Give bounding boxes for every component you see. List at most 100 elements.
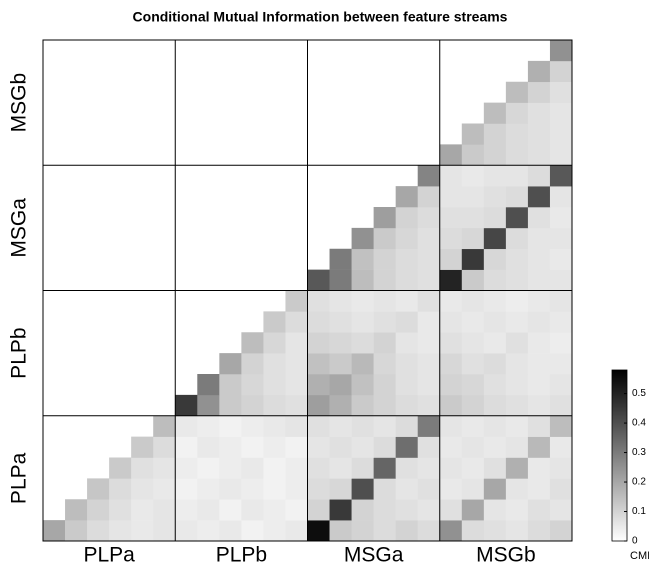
cell	[241, 353, 264, 375]
cell	[373, 436, 396, 458]
cell	[549, 165, 573, 187]
cell	[395, 248, 419, 270]
cell	[461, 207, 485, 229]
cell	[527, 457, 551, 479]
cell	[395, 478, 419, 500]
cell	[527, 144, 551, 166]
cell	[549, 123, 573, 145]
cell	[417, 394, 441, 417]
cell	[109, 478, 132, 500]
cell	[373, 374, 396, 396]
cell	[329, 353, 352, 375]
cell	[527, 227, 551, 250]
cell	[505, 207, 529, 229]
cell	[439, 311, 463, 333]
cell	[461, 311, 485, 333]
cell	[417, 332, 441, 354]
cell	[395, 186, 419, 208]
cell	[461, 374, 485, 396]
cell	[395, 520, 419, 542]
y-block-label: MSGb	[8, 73, 31, 133]
cell	[307, 457, 330, 479]
cell	[417, 290, 441, 312]
cell	[285, 499, 308, 521]
cell	[109, 520, 132, 542]
chart-title: Conditional Mutual Information between f…	[133, 9, 508, 25]
cell	[505, 436, 529, 458]
cell	[527, 123, 551, 145]
cell	[153, 478, 176, 500]
cell	[329, 290, 352, 312]
cell	[263, 374, 286, 396]
cell	[505, 227, 529, 250]
cell	[373, 520, 396, 542]
cell	[527, 81, 551, 103]
cell	[285, 436, 308, 458]
cell	[395, 436, 419, 458]
cell	[505, 123, 529, 145]
cell	[439, 499, 463, 521]
cell	[483, 311, 507, 333]
cell	[483, 102, 507, 124]
cell	[549, 81, 573, 103]
cell	[153, 520, 176, 542]
cell	[527, 290, 551, 312]
cell	[351, 415, 374, 437]
cell	[285, 311, 308, 333]
cell	[197, 520, 220, 542]
cell	[241, 499, 264, 521]
cell	[307, 269, 330, 291]
cell	[527, 165, 551, 187]
frame	[42, 39, 573, 542]
cell	[483, 290, 507, 312]
cell	[307, 290, 330, 312]
cell	[219, 436, 242, 458]
cell	[351, 499, 374, 521]
cell	[373, 207, 396, 229]
cell	[483, 374, 507, 396]
cell	[373, 248, 396, 270]
cell	[351, 374, 374, 396]
cell	[153, 436, 176, 458]
cell	[527, 102, 551, 124]
cell	[505, 269, 529, 291]
cell	[351, 478, 374, 500]
cell	[505, 499, 529, 521]
cell	[285, 415, 308, 437]
cell	[549, 40, 573, 62]
cell	[483, 394, 507, 417]
cell	[417, 311, 441, 333]
cell	[417, 520, 441, 542]
cell	[395, 415, 419, 437]
cell	[197, 415, 220, 437]
cell	[241, 520, 264, 542]
cell	[417, 248, 441, 270]
cell	[307, 478, 330, 500]
cell	[549, 353, 573, 375]
cell	[219, 499, 242, 521]
cell	[483, 207, 507, 229]
cell	[505, 332, 529, 354]
cell	[483, 499, 507, 521]
cell	[351, 332, 374, 354]
cell	[461, 123, 485, 145]
cell	[263, 415, 286, 437]
cell	[241, 415, 264, 437]
cell	[505, 165, 529, 187]
cell	[461, 478, 485, 500]
cell	[219, 415, 242, 437]
cell	[439, 186, 463, 208]
cell	[505, 81, 529, 103]
colorbar-tick-label: 0.3	[632, 447, 646, 458]
cell	[417, 227, 441, 250]
cell	[351, 520, 374, 542]
cell	[439, 144, 463, 166]
colorbar-tick-label: 0.2	[632, 477, 646, 488]
cell	[373, 499, 396, 521]
cell	[461, 144, 485, 166]
cell	[329, 374, 352, 396]
cell	[329, 394, 352, 417]
cell	[87, 499, 110, 521]
cell	[153, 415, 176, 437]
cell	[527, 499, 551, 521]
